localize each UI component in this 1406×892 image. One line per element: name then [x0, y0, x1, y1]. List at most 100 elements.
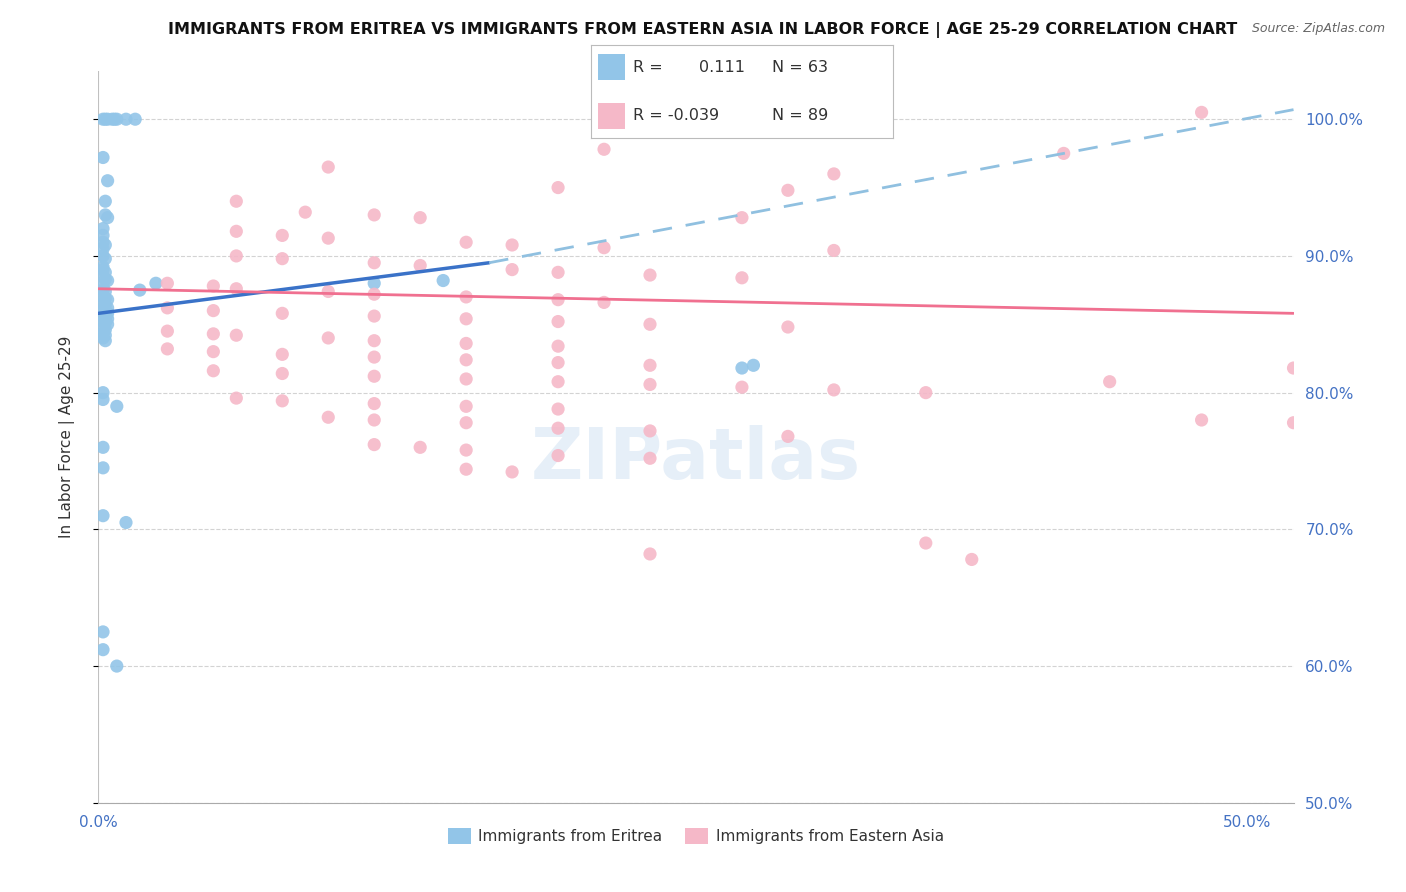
Text: N = 89: N = 89	[772, 108, 828, 123]
Point	[363, 277, 385, 291]
Point	[547, 375, 569, 389]
Point	[225, 224, 247, 238]
Point	[960, 552, 983, 566]
Point	[456, 352, 478, 367]
Point	[94, 310, 117, 325]
Point	[225, 194, 247, 209]
Point	[105, 112, 128, 127]
Point	[823, 167, 845, 181]
Point	[271, 393, 294, 408]
Point	[105, 400, 128, 414]
Point	[156, 277, 179, 291]
Point	[501, 238, 523, 252]
Point	[501, 465, 523, 479]
Point	[456, 416, 478, 430]
Point	[94, 112, 117, 127]
Point	[1374, 351, 1396, 366]
Point	[456, 462, 478, 476]
Point	[91, 297, 114, 311]
Point	[1191, 105, 1213, 120]
Point	[91, 440, 114, 454]
Point	[271, 367, 294, 381]
Point	[294, 205, 316, 219]
Point	[91, 249, 114, 263]
Text: ZIPatlas: ZIPatlas	[531, 425, 860, 493]
Point	[731, 211, 754, 225]
Point	[271, 228, 294, 243]
Point	[742, 359, 765, 373]
Point	[225, 249, 247, 263]
Point	[271, 347, 294, 361]
Point	[271, 252, 294, 266]
Point	[547, 355, 569, 369]
Point	[94, 252, 117, 266]
Point	[156, 301, 179, 315]
Point	[363, 396, 385, 410]
Point	[547, 402, 569, 417]
Point	[456, 235, 478, 250]
Point	[94, 291, 117, 305]
Point	[316, 331, 339, 345]
Point	[202, 279, 225, 293]
Point	[363, 256, 385, 270]
Point	[409, 440, 432, 454]
Point	[1098, 375, 1121, 389]
Point	[91, 221, 114, 235]
Point	[456, 372, 478, 386]
Text: IMMIGRANTS FROM ERITREA VS IMMIGRANTS FROM EASTERN ASIA IN LABOR FORCE | AGE 25-: IMMIGRANTS FROM ERITREA VS IMMIGRANTS FR…	[169, 22, 1237, 38]
Point	[94, 238, 117, 252]
Point	[547, 180, 569, 194]
Point	[316, 410, 339, 425]
Point	[731, 361, 754, 376]
Point	[156, 324, 179, 338]
Point	[103, 112, 125, 127]
Point	[91, 326, 114, 341]
Point	[456, 311, 478, 326]
Point	[97, 274, 120, 288]
Point	[94, 285, 117, 299]
Point	[456, 336, 478, 351]
Text: Source: ZipAtlas.com: Source: ZipAtlas.com	[1251, 22, 1385, 36]
Point	[823, 244, 845, 258]
Point	[638, 318, 661, 332]
Point	[363, 369, 385, 384]
Point	[316, 160, 339, 174]
Point	[91, 151, 114, 165]
Point	[776, 429, 799, 443]
Legend: Immigrants from Eritrea, Immigrants from Eastern Asia: Immigrants from Eritrea, Immigrants from…	[441, 822, 950, 850]
Point	[409, 211, 432, 225]
Point	[363, 437, 385, 451]
Point	[1191, 413, 1213, 427]
Point	[363, 350, 385, 364]
Point	[115, 112, 138, 127]
Point	[456, 400, 478, 414]
Y-axis label: In Labor Force | Age 25-29: In Labor Force | Age 25-29	[59, 336, 75, 538]
Point	[225, 282, 247, 296]
Text: N = 63: N = 63	[772, 60, 828, 75]
Point	[731, 380, 754, 394]
Point	[97, 301, 120, 315]
Point	[94, 305, 117, 319]
Point	[91, 314, 114, 328]
Point	[105, 659, 128, 673]
Point	[145, 277, 167, 291]
Point	[128, 283, 150, 297]
Point	[363, 287, 385, 301]
Point	[271, 306, 294, 320]
Point	[409, 259, 432, 273]
Point	[638, 359, 661, 373]
Point	[1282, 361, 1305, 376]
Point	[94, 334, 117, 348]
Point	[914, 385, 936, 400]
Point	[94, 298, 117, 312]
Point	[547, 265, 569, 279]
Point	[94, 208, 117, 222]
Point	[94, 323, 117, 337]
Point	[97, 174, 120, 188]
Point	[91, 235, 114, 250]
Point	[124, 112, 146, 127]
Point	[91, 321, 114, 335]
Point	[363, 208, 385, 222]
Point	[91, 279, 114, 293]
Point	[547, 293, 569, 307]
